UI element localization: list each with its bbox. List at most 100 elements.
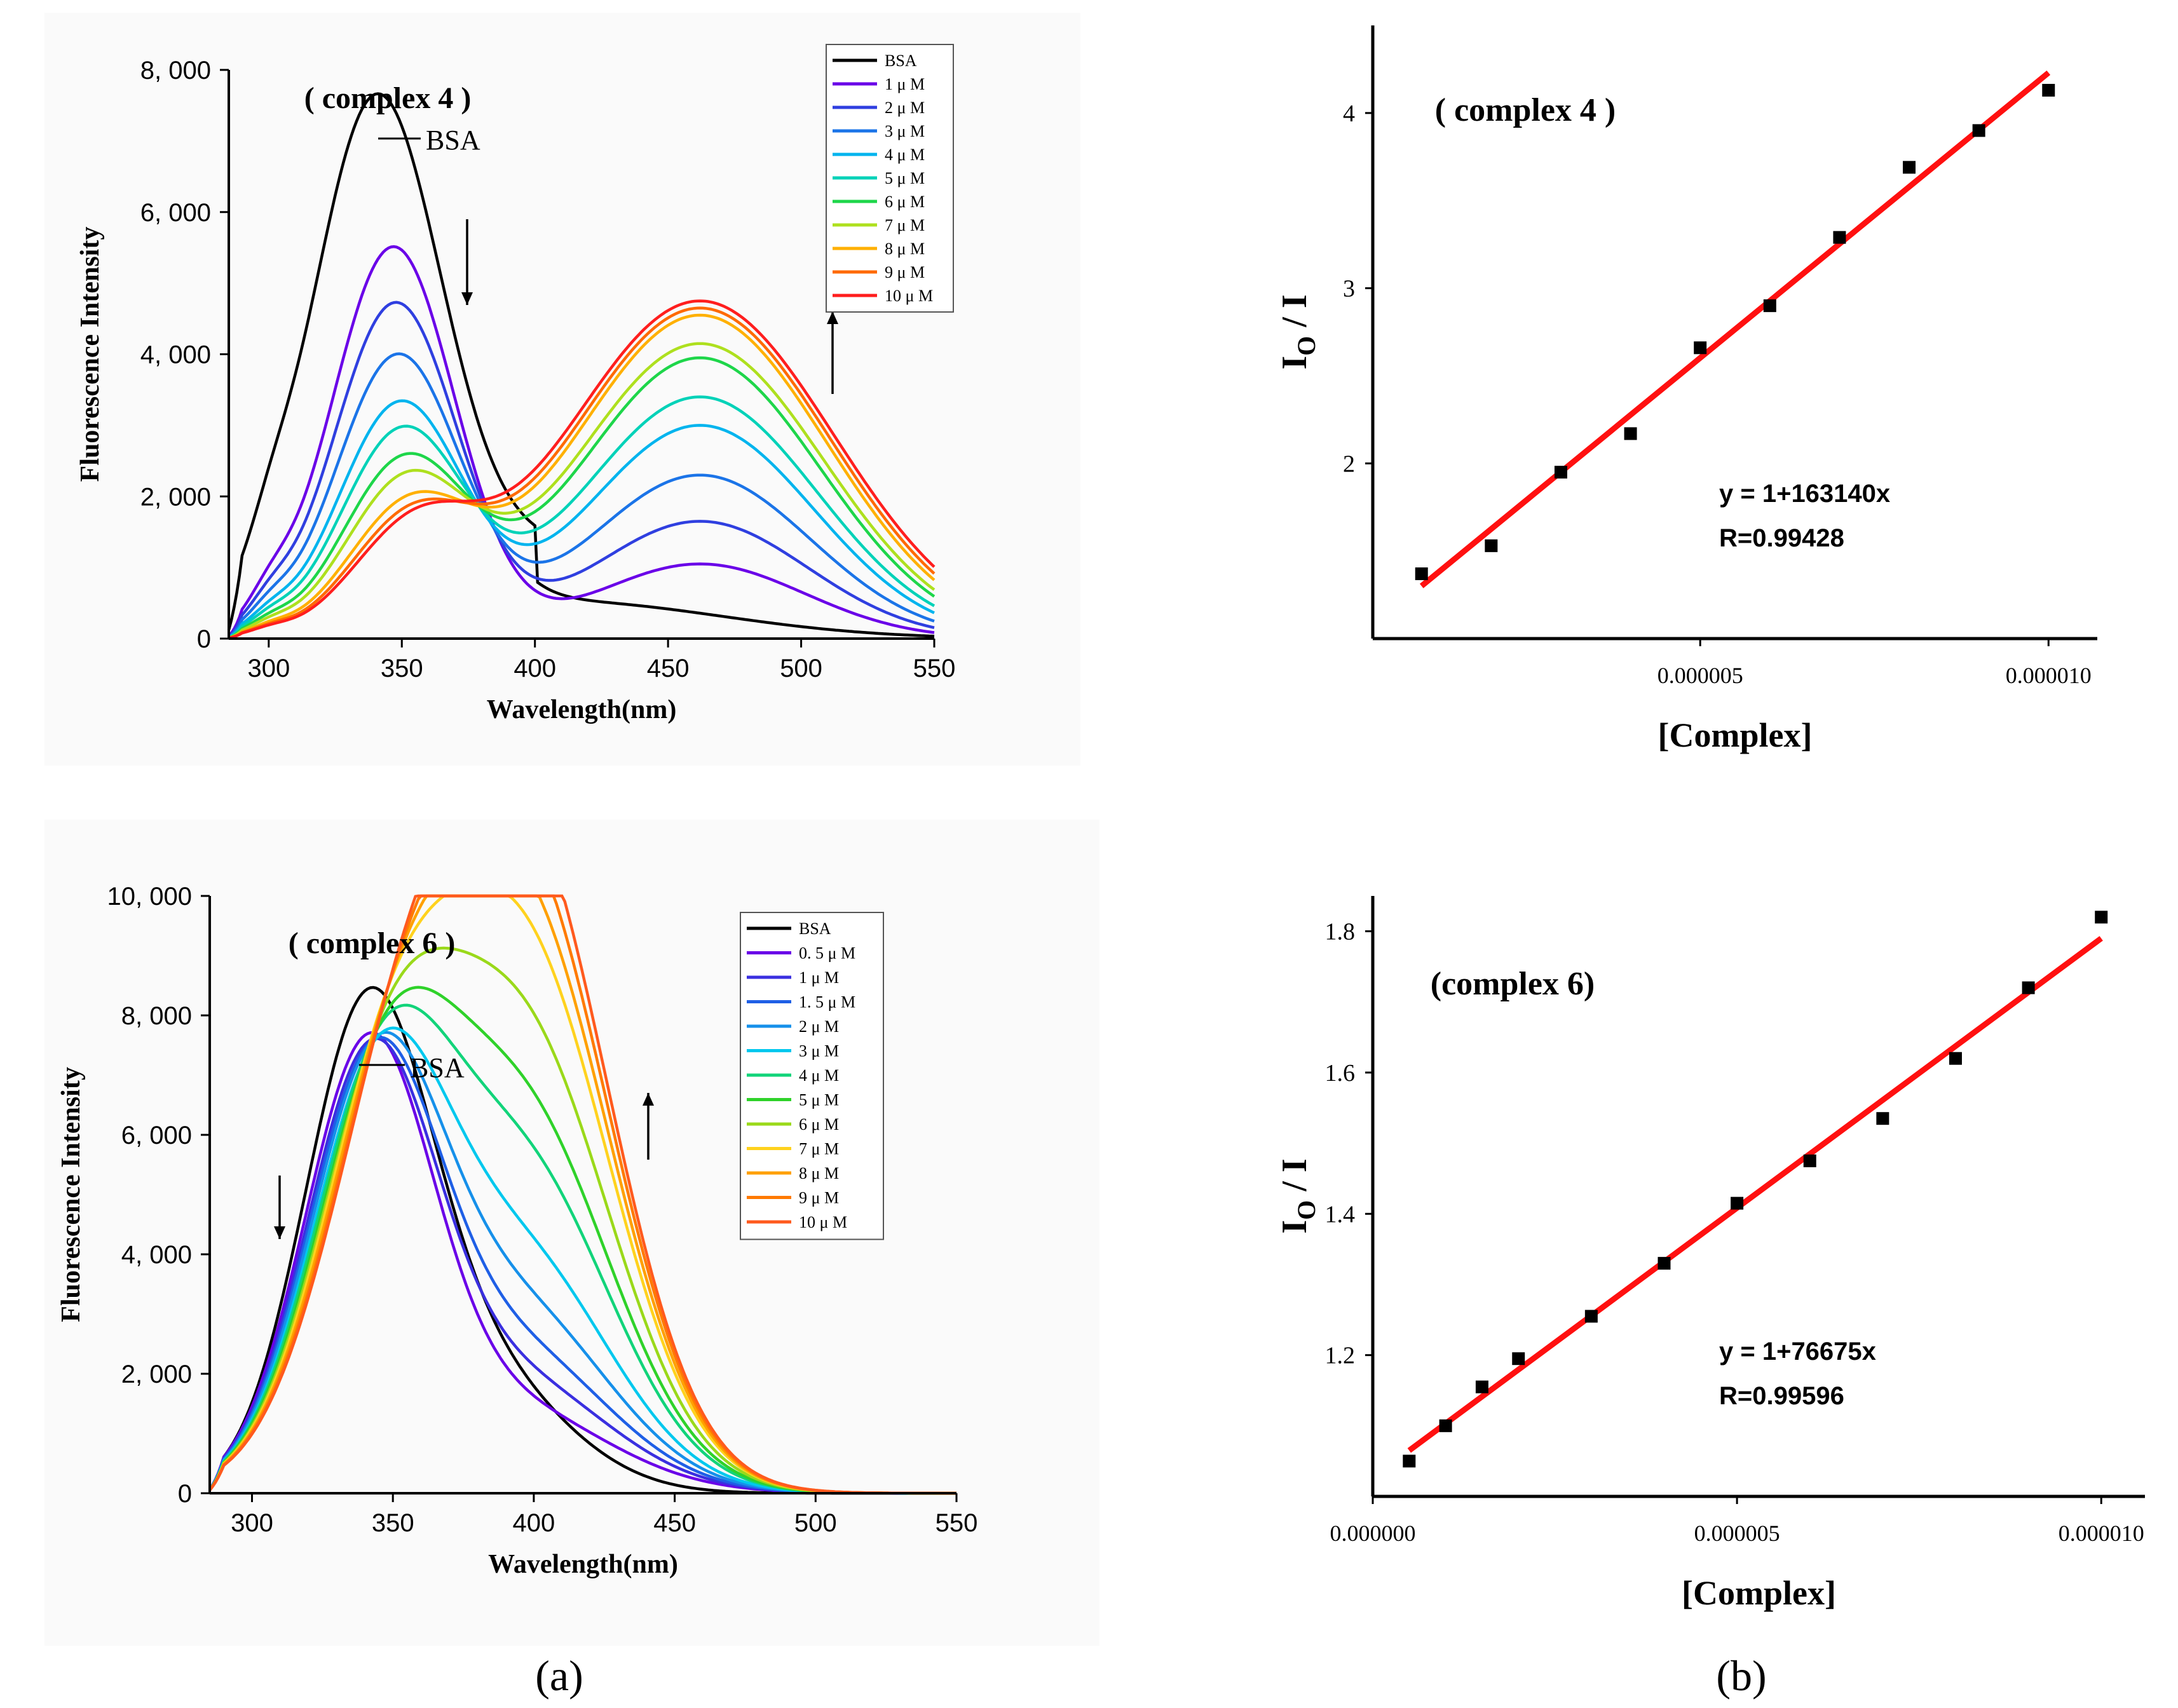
x-tick-label: 0.000010 (2059, 1521, 2144, 1546)
legend-label-4: 2 μ M (799, 1017, 839, 1036)
data-point (1833, 231, 1846, 244)
y-tick-label: 2 (1343, 451, 1355, 477)
data-point (1415, 567, 1428, 580)
legend-label-3: 3 μ M (885, 122, 925, 140)
legend-label-5: 3 μ M (799, 1042, 839, 1061)
data-point (1403, 1454, 1416, 1468)
y-axis-label-rest: / I (1275, 294, 1314, 336)
fit-r-value: R=0.99428 (1719, 524, 1844, 552)
series-line-3 (228, 352, 935, 639)
y-tick-label: 3 (1343, 276, 1355, 302)
series-line-0 (227, 92, 935, 638)
arrow-down-head (274, 1226, 285, 1239)
series-line-6 (228, 356, 936, 639)
x-axis-label: [Complex] (1658, 716, 1813, 754)
data-point (1694, 341, 1707, 355)
chart-sternvolmer-complex-4: 0.000005 0.000010 2 3 4 [Complex] IO / I ( comp… (1275, 25, 2097, 754)
x-tick-label: 0.000010 (2006, 663, 2092, 688)
chart-spectra-complex-6: 300 350 400 450 500 550 0 2, 000 4, 000 6, 000 8, … (57, 883, 977, 1579)
annotation-bsa: BSA (426, 125, 480, 156)
legend-label-11: 9 μ M (799, 1189, 839, 1207)
data-point (1972, 124, 1985, 137)
fit-line (1419, 70, 2051, 588)
y-axis-label-sub: O (1292, 336, 1321, 356)
chart-title: ( complex 6 ) (289, 926, 456, 960)
y-axis-label-sub: O (1292, 1200, 1321, 1220)
figure-label-b: (b) (1716, 1651, 1766, 1700)
data-point (1475, 1380, 1488, 1393)
x-tick-label: 300 (231, 1509, 273, 1537)
legend-label-9: 9 μ M (885, 263, 925, 281)
x-tick-label: 0.000005 (1694, 1521, 1780, 1546)
legend-label-7: 5 μ M (799, 1091, 839, 1109)
legend-label-2: 2 μ M (885, 98, 925, 117)
x-tick-label: 500 (780, 654, 822, 682)
data-point (1731, 1196, 1744, 1210)
legend-label-1: 1 μ M (885, 75, 925, 93)
y-axis-label: Fluorescence Intensity (57, 1067, 86, 1322)
legend-label-7: 7 μ M (885, 216, 925, 234)
y-tick-label: 1.4 (1325, 1201, 1356, 1228)
data-point (2042, 84, 2055, 97)
chart-title: ( complex 4 ) (304, 81, 472, 115)
fit-equation: y = 1+163140x (1719, 480, 1890, 508)
chart-title: ( complex 4 ) (1435, 92, 1616, 128)
x-tick-label: 400 (514, 654, 556, 682)
arrow-up-head (827, 311, 838, 324)
y-tick-label: 0 (197, 625, 211, 653)
y-tick-label: 10, 000 (107, 883, 192, 911)
y-tick-label: 2, 000 (121, 1360, 192, 1388)
chart-spectra-complex-4: 300 350 400 450 500 550 0 2, 000 4, 000 6, 000 8, … (76, 44, 955, 724)
y-axis-label-main: I (1275, 356, 1314, 370)
x-tick-label: 450 (647, 654, 690, 682)
legend-label-8: 6 μ M (799, 1115, 839, 1134)
data-point (1584, 1310, 1598, 1323)
legend-label-4: 4 μ M (885, 146, 925, 164)
y-tick-label: 8, 000 (121, 1002, 192, 1030)
data-point (1512, 1352, 1525, 1366)
legend-label-0: BSA (799, 919, 831, 938)
x-tick-label: 400 (513, 1509, 555, 1537)
y-axis-label-main: I (1275, 1220, 1314, 1234)
y-tick-label: 1.8 (1325, 919, 1356, 946)
x-tick-label: 450 (653, 1509, 696, 1537)
y-axis-label-rest: / I (1275, 1158, 1314, 1200)
legend-label-8: 8 μ M (885, 240, 925, 258)
data-point (1554, 466, 1567, 479)
fit-r-value: R=0.99596 (1719, 1382, 1844, 1410)
x-axis-label: Wavelength(nm) (488, 1550, 678, 1579)
legend-label-1: 0. 5 μ M (799, 944, 855, 963)
legend-label-6: 6 μ M (885, 193, 925, 211)
data-point (1949, 1052, 1962, 1065)
chart-sternvolmer-complex-6: 0.000000 0.000005 0.000010 1.2 1.4 1.6 1.8 [Com… (1275, 896, 2145, 1612)
y-tick-label: 4, 000 (121, 1241, 192, 1269)
legend-label-2: 1 μ M (799, 968, 839, 987)
data-point (1439, 1419, 1452, 1432)
data-point (1657, 1257, 1671, 1270)
data-point (1763, 299, 1776, 313)
fit-line (1407, 936, 2103, 1453)
data-point (2022, 981, 2035, 994)
x-tick-label: 0.000005 (1657, 663, 1743, 688)
data-point (1624, 427, 1637, 440)
x-tick-label: 350 (372, 1509, 414, 1537)
legend-label-12: 10 μ M (799, 1213, 847, 1231)
series-line-5 (228, 395, 936, 639)
y-axis-label: Fluorescence Intensity (76, 227, 105, 482)
series-line-4 (228, 399, 935, 639)
series-line-8 (228, 313, 936, 640)
data-point (2095, 911, 2108, 924)
y-axis-label: IO / I (1275, 1158, 1321, 1233)
series-line-7 (228, 342, 936, 640)
x-tick-label: 500 (794, 1509, 837, 1537)
y-tick-label: 6, 000 (140, 199, 211, 227)
y-tick-label: 2, 000 (140, 483, 211, 511)
annotation-bsa: BSA (410, 1052, 465, 1083)
y-tick-label: 1.2 (1325, 1343, 1356, 1369)
arrow-up-head (643, 1093, 654, 1106)
x-tick-label: 550 (913, 654, 956, 682)
legend-label-10: 10 μ M (885, 287, 933, 305)
y-tick-label: 8, 000 (140, 57, 211, 85)
y-tick-label: 1.6 (1325, 1060, 1356, 1087)
series-line-10 (228, 299, 936, 640)
